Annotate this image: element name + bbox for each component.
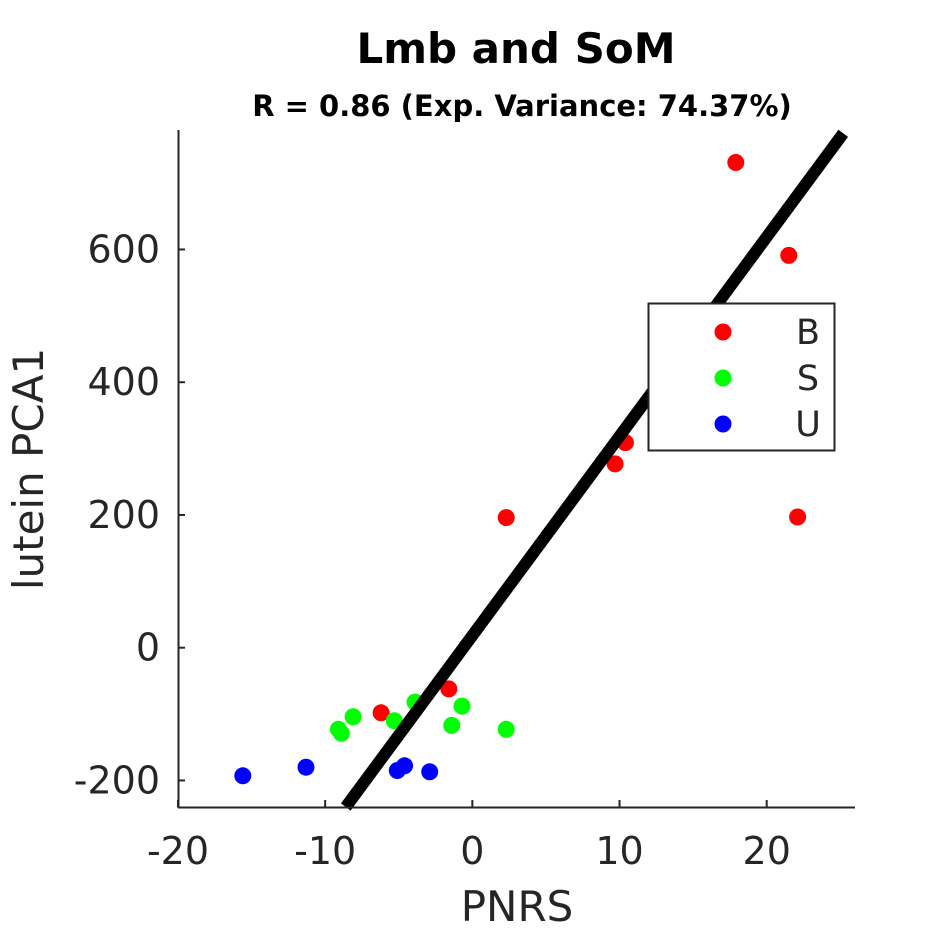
plot-area xyxy=(234,129,849,811)
data-point xyxy=(440,680,458,698)
data-point xyxy=(372,704,390,722)
legend-box xyxy=(647,302,836,452)
legend-marker xyxy=(714,369,732,387)
regression-line xyxy=(340,129,849,811)
y-tick-label: 200 xyxy=(87,493,160,537)
x-ticks: -20 -10 0 10 20 xyxy=(147,800,791,873)
x-tick-label: 0 xyxy=(460,829,484,873)
y-ticks: -200 0 200 400 600 xyxy=(74,227,185,802)
data-point xyxy=(421,763,439,781)
x-axis-label: PNRS xyxy=(461,882,574,931)
data-point xyxy=(332,724,350,742)
data-point xyxy=(443,716,461,734)
data-point xyxy=(606,455,624,473)
legend: BSU xyxy=(647,302,836,452)
y-tick-label: 400 xyxy=(87,360,160,404)
legend-marker xyxy=(714,415,732,433)
y-tick-label: 600 xyxy=(87,227,160,271)
x-tick-label: 10 xyxy=(595,829,643,873)
data-point xyxy=(344,708,362,726)
data-point xyxy=(396,757,414,775)
chart-title: Lmb and SoM xyxy=(356,24,675,73)
y-axis-label: lutein PCA1 xyxy=(4,348,53,590)
y-tick-label: 0 xyxy=(136,626,160,670)
series-B xyxy=(372,154,807,722)
series-U xyxy=(234,757,439,785)
data-point xyxy=(385,712,403,730)
data-point xyxy=(453,697,471,715)
series-S xyxy=(329,693,515,742)
x-tick-label: -20 xyxy=(147,829,209,873)
y-tick-label: -200 xyxy=(74,758,160,802)
data-point xyxy=(497,720,515,738)
x-tick-label: 20 xyxy=(743,829,791,873)
data-point xyxy=(789,508,807,526)
data-point xyxy=(297,758,315,776)
data-point xyxy=(234,767,252,785)
x-tick-label: -10 xyxy=(294,829,356,873)
data-point xyxy=(727,154,745,171)
data-point xyxy=(497,509,515,527)
data-point xyxy=(780,246,798,264)
legend-label: B xyxy=(796,313,820,353)
legend-marker xyxy=(714,323,732,341)
legend-label: S xyxy=(797,359,819,399)
legend-label: U xyxy=(795,405,821,445)
chart-subtitle: R = 0.86 (Exp. Variance: 74.37%) xyxy=(252,89,792,123)
